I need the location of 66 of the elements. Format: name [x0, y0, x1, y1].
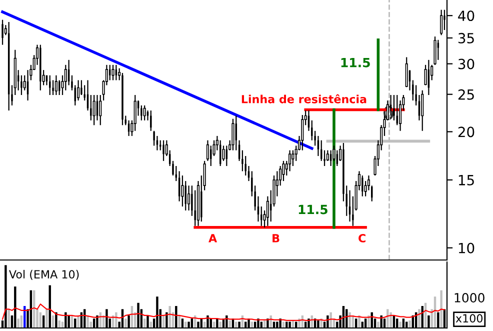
y-tick-label: 35: [458, 32, 474, 44]
bar: [178, 315, 180, 328]
y-tick-label: 30: [458, 58, 474, 70]
bar: [228, 320, 231, 328]
bar: [270, 315, 272, 328]
candlestick: [362, 174, 364, 197]
bar: [168, 306, 171, 328]
candlestick: [112, 64, 114, 81]
y-tick-label: 25: [458, 89, 474, 100]
annotation: A: [208, 234, 218, 242]
text: 1000: [454, 293, 484, 302]
candlestick: [282, 160, 285, 182]
candlestick: [153, 130, 155, 146]
candlestick: [77, 80, 80, 102]
bar: [408, 320, 411, 328]
bar: [77, 315, 80, 328]
text: x100: [456, 314, 483, 323]
candlestick: [421, 90, 424, 132]
candlestick: [292, 150, 294, 167]
bar: [46, 309, 48, 328]
bar: [368, 315, 370, 328]
bar: [348, 312, 351, 328]
bar: [386, 309, 389, 328]
annotation: 11.5: [341, 58, 370, 68]
y-tick-label: 10: [458, 242, 474, 254]
bar: [330, 312, 332, 328]
candlestick: [92, 94, 96, 126]
candlestick: [405, 56, 408, 88]
candlestick: [99, 94, 102, 126]
bar: [115, 312, 118, 328]
y-tick-label: 20: [458, 126, 474, 138]
bar: [219, 322, 222, 328]
candlestick: [122, 72, 124, 126]
candlestick: [143, 104, 146, 121]
annotation: B: [272, 234, 280, 242]
candlestick: [2, 19, 4, 46]
bar: [58, 320, 60, 328]
candlestick: [301, 114, 304, 151]
candlestick: [232, 118, 234, 151]
annotation: Linha de resistência: [242, 94, 366, 104]
y-tick-label: 15: [458, 175, 474, 186]
bar: [377, 322, 380, 328]
candlestick: [440, 9, 443, 36]
chart-title: Vol (EMA 10): [9, 270, 79, 280]
bar: [399, 322, 402, 328]
candlestick: [140, 104, 142, 121]
bar: [86, 315, 89, 328]
y-tick-label: 40: [458, 10, 474, 22]
candlestick: [162, 140, 164, 162]
annotation: 11.5: [298, 204, 328, 214]
bar: [440, 290, 442, 328]
bar: [390, 312, 392, 328]
bar: [418, 309, 420, 328]
candlestick: [390, 94, 392, 116]
candlestick: [393, 94, 395, 121]
candlestick: [181, 174, 184, 208]
bar: [358, 315, 360, 328]
bar: [17, 318, 20, 328]
candlestick: [288, 150, 292, 172]
candlestick: [52, 80, 54, 96]
candlestick: [64, 64, 67, 91]
bar: [8, 309, 10, 328]
annotation: C: [358, 234, 366, 242]
candlestick: [434, 36, 436, 66]
candlestick: [54, 74, 58, 96]
candlestick: [150, 110, 152, 132]
